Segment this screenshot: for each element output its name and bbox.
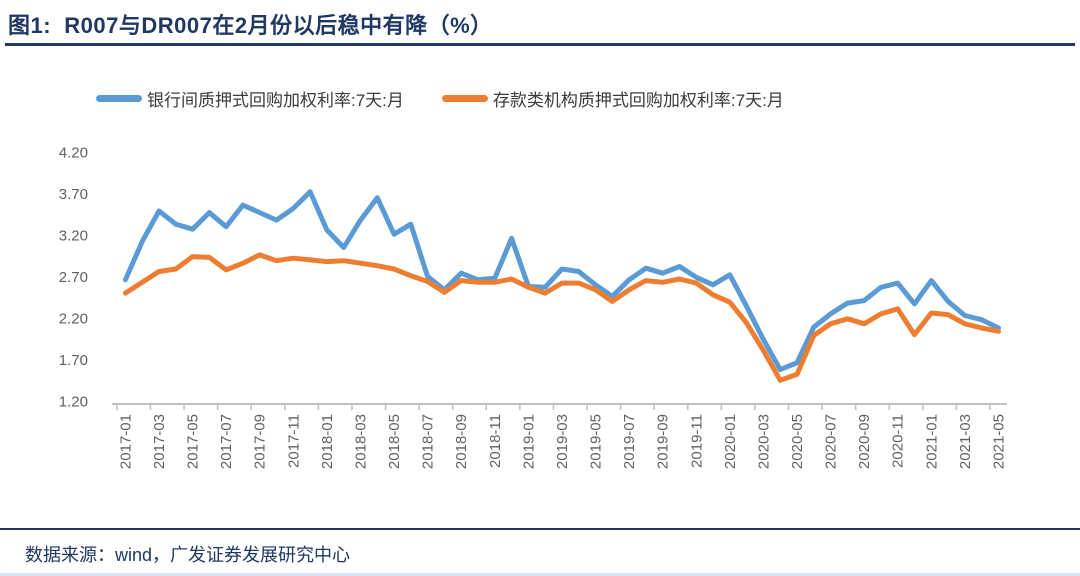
x-axis-tick-label: 2017-07 [218, 414, 235, 469]
legend-label-dr007: 存款类机构质押式回购加权利率:7天:月 [492, 91, 784, 110]
data-source: 数据来源：wind，广发证券发展研究中心 [25, 545, 351, 565]
dr007-line-swatch [441, 95, 488, 102]
legend-label-r007: 银行间质押式回购加权利率:7天:月 [147, 91, 404, 110]
x-axis-tick-label: 2017-01 [117, 414, 134, 469]
x-axis-tick-label: 2019-11 [688, 414, 705, 468]
x-axis-tick-label: 2017-03 [151, 414, 168, 469]
x-axis-tick-label: 2019-03 [554, 414, 571, 469]
legend-item-dr007: 存款类机构质押式回购加权利率:7天:月 [441, 86, 784, 111]
y-axis-tick-label: 1.20 [59, 394, 88, 411]
source-divider [0, 528, 1080, 530]
chart-legend: 银行间质押式回购加权利率:7天:月 存款类机构质押式回购加权利率:7天:月 [96, 86, 784, 111]
x-axis-tick-label: 2017-09 [252, 414, 269, 469]
x-axis-tick-label: 2021-03 [957, 414, 974, 469]
x-axis-tick-label: 2017-11 [285, 414, 302, 468]
x-axis-tick-label: 2018-09 [453, 414, 470, 469]
x-axis-tick-label: 2019-01 [520, 414, 537, 469]
x-axis-tick-label: 2020-05 [789, 414, 806, 469]
y-axis-tick-label: 2.70 [59, 269, 88, 286]
y-axis-tick-label: 4.20 [59, 145, 88, 162]
y-axis-tick-label: 2.20 [59, 311, 88, 328]
x-axis-tick-label: 2020-09 [856, 414, 873, 469]
x-axis-tick-label: 2019-09 [655, 414, 672, 469]
x-axis-tick-label: 2020-03 [755, 414, 772, 469]
x-axis-tick-label: 2020-07 [823, 414, 840, 469]
x-axis-tick-label: 2021-05 [990, 414, 1007, 469]
x-axis-tick-label: 2018-07 [420, 414, 437, 469]
title-divider [5, 43, 1075, 46]
x-axis-tick-label: 2018-05 [386, 414, 403, 469]
x-axis-tick-label: 2019-05 [588, 414, 605, 469]
x-axis-tick-label: 2020-11 [890, 414, 907, 468]
legend-item-r007: 银行间质押式回购加权利率:7天:月 [96, 86, 404, 111]
x-axis-tick-label: 2018-01 [319, 414, 336, 469]
x-axis-tick-label: 2021-01 [923, 414, 940, 469]
y-axis-tick-label: 1.70 [59, 352, 88, 369]
y-axis-tick-label: 3.20 [59, 228, 88, 245]
r007-line [122, 189, 1001, 372]
bottom-divider [0, 573, 1080, 576]
x-axis-tick-label: 2018-03 [352, 414, 369, 469]
x-axis-tick-label: 2017-05 [185, 414, 202, 469]
x-axis-tick-label: 2019-07 [621, 414, 638, 469]
x-axis-tick-label: 2020-01 [722, 414, 739, 469]
r007-line-swatch [96, 95, 142, 102]
y-axis-tick-label: 3.70 [59, 186, 88, 203]
figure-title: 图1: R007与DR007在2月份以后稳中有降（%） [8, 13, 493, 38]
x-axis-tick-label: 2018-11 [487, 414, 504, 468]
dr007-line [122, 252, 1001, 383]
